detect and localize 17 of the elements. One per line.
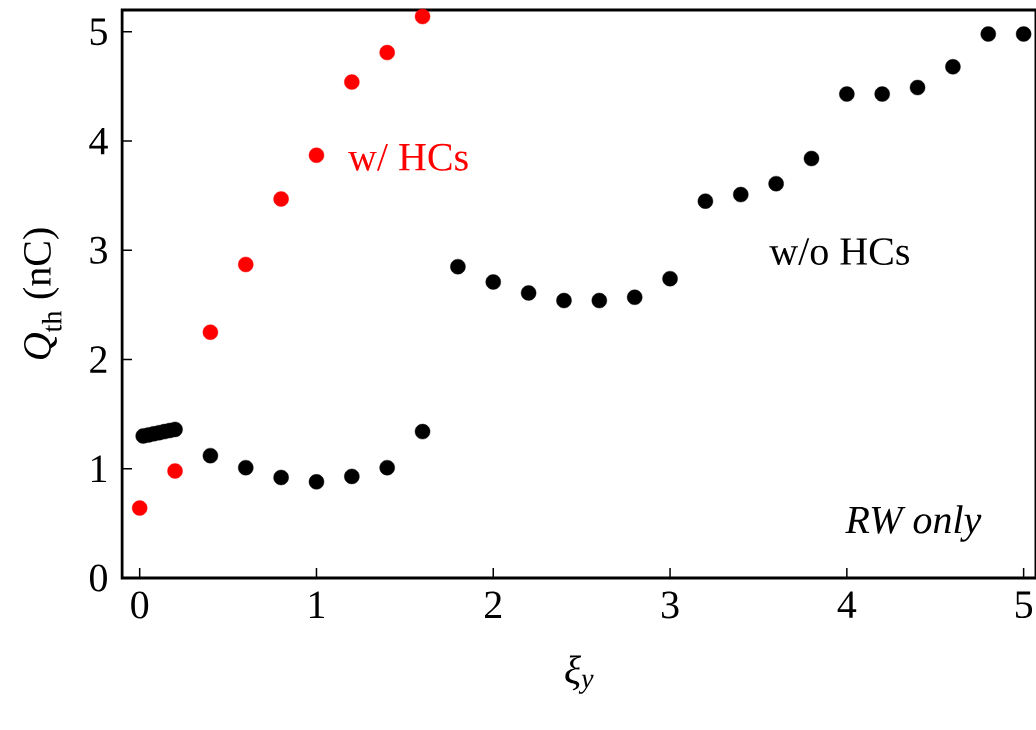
x-tick-label: 0 <box>131 591 149 619</box>
y-axis-title: Q$_{th}$ (nC) <box>22 228 62 360</box>
x-tick-label: 4 <box>837 591 857 618</box>
x-tick-label: 1 <box>309 591 325 618</box>
y-tick-label: 4 <box>89 127 108 155</box>
series-label: w/o HCs <box>769 238 909 265</box>
y-tick-label: 1 <box>91 455 107 482</box>
x-tick-label: 2 <box>485 591 502 618</box>
series-label: w/ HCs <box>348 143 468 171</box>
y-tick-label: 5 <box>90 18 107 46</box>
y-tick-label: 3 <box>90 236 107 264</box>
y-tick-label: 2 <box>90 346 107 373</box>
x-tick-label: 3 <box>661 591 679 619</box>
x-axis-title: ξ$_{y}$ <box>565 655 594 694</box>
annotation: RW only <box>845 505 982 542</box>
x-tick-label: 5 <box>1015 591 1033 619</box>
y-tick-label: 0 <box>90 564 107 592</box>
